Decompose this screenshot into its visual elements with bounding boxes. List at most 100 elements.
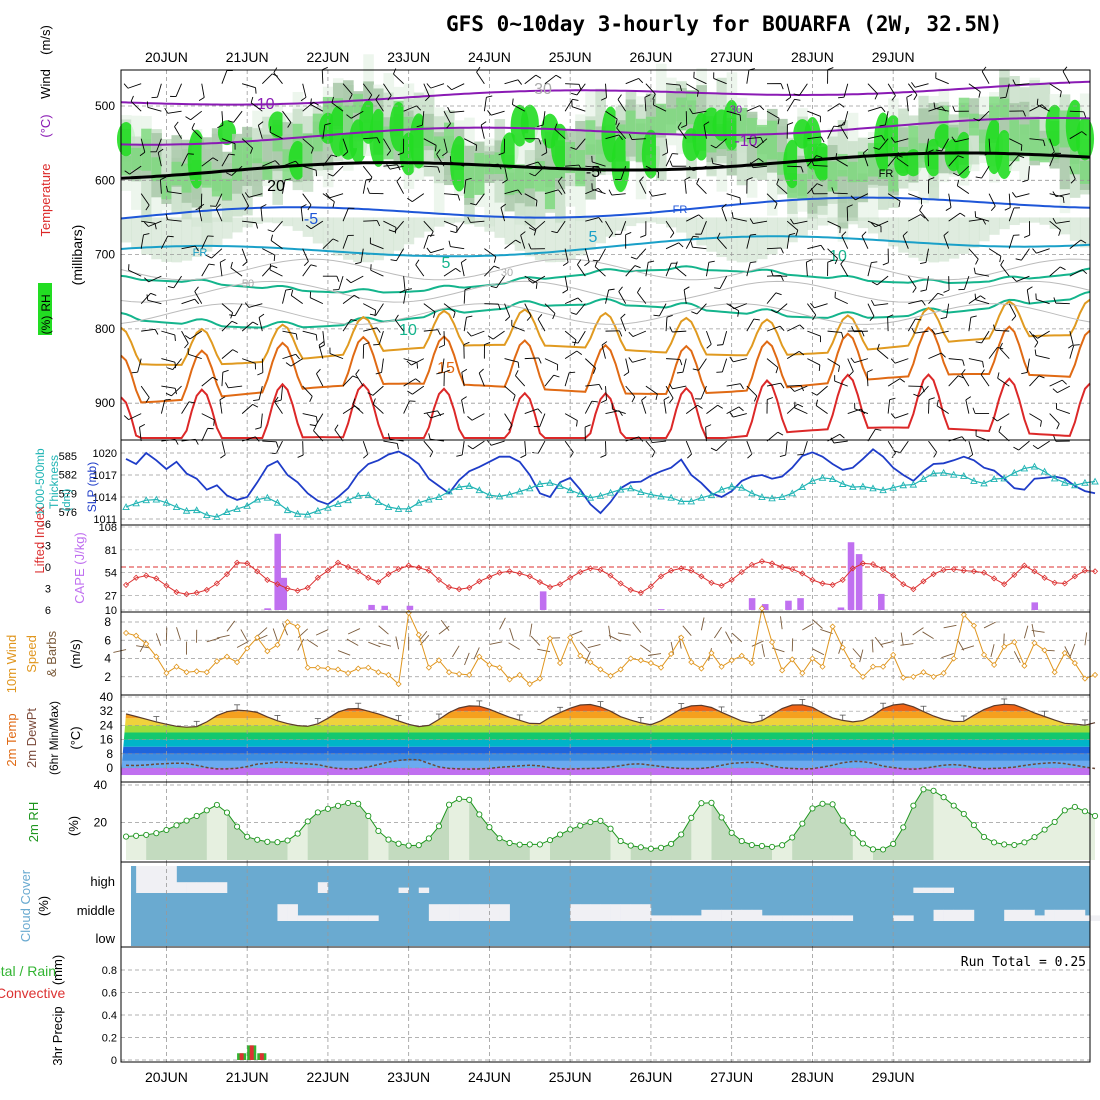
rh-cell (696, 217, 707, 246)
wind-barb (261, 358, 264, 373)
wind-barb (352, 403, 364, 414)
wind-barb (786, 99, 795, 112)
wind-barb-flag (537, 408, 543, 414)
wind-barb (1069, 166, 1076, 180)
rh-marker (950, 802, 957, 809)
wind-barb (592, 188, 606, 195)
wind-barb-flag (517, 189, 523, 196)
wind-barb (659, 303, 667, 317)
contour-label: 15 (437, 360, 455, 377)
wind-barb (394, 319, 404, 332)
wind-barb-flag (527, 279, 534, 284)
cloud-bar (721, 909, 732, 921)
wind-barb-flag (396, 176, 402, 182)
wind-barb (189, 330, 203, 340)
wind-barb (450, 246, 465, 250)
rh-marker (143, 831, 150, 838)
wind-barb (948, 358, 963, 361)
rh-marker (607, 825, 614, 832)
rh-cell (655, 217, 667, 224)
wind-speed-marker (991, 661, 998, 668)
rh-cell (141, 128, 152, 171)
cloud-bar (772, 915, 783, 921)
wind-barb-flag (941, 352, 946, 358)
wind-barb-flag (1023, 234, 1030, 238)
wind-barb-flag (123, 415, 129, 420)
cloud-bar (287, 904, 298, 921)
wind-barb (746, 385, 758, 397)
wind-barb (766, 358, 779, 368)
wind-barb-flag (600, 454, 607, 458)
wind-barb-flag (562, 289, 568, 294)
wind-barb-flag (638, 78, 644, 84)
wind-barb (884, 111, 889, 126)
rh-cell (1069, 217, 1081, 241)
wind-speed-marker (486, 661, 493, 668)
rh-marker (940, 794, 947, 801)
li-marker (456, 586, 463, 593)
wind-barb-flag (309, 424, 316, 427)
wind-barb (815, 405, 828, 414)
thickness-marker (889, 483, 897, 491)
wind-speed-marker (274, 641, 281, 648)
wind-barb-flag (375, 372, 382, 375)
cloud-bar (368, 915, 379, 921)
wind-barb (887, 193, 901, 202)
thickness-marker (364, 491, 373, 499)
wind-barb-flag (711, 157, 714, 164)
wind-barb-flag (840, 259, 845, 265)
wind-barb-flag (558, 176, 563, 182)
rh-cell (676, 97, 687, 131)
wind-barb-flag (578, 164, 583, 171)
rh-cell (1079, 160, 1091, 184)
rh-marker (1081, 808, 1089, 815)
wind-speed-marker (375, 669, 382, 676)
wind-barb (524, 303, 532, 317)
wind-barb (148, 275, 162, 283)
wind-barb-10m (922, 631, 934, 640)
wind-barb-flag (753, 318, 760, 321)
rh-cell (393, 217, 405, 251)
wind-barb (148, 220, 162, 227)
wind-barb-flag (416, 105, 422, 111)
cloud-bar (761, 915, 773, 921)
wind-speed-marker (557, 660, 564, 667)
rh-cell (504, 217, 516, 245)
wind-barb (261, 73, 273, 85)
wind-barb-flag (520, 231, 526, 236)
wind-speed-marker (849, 662, 856, 669)
wind-barb (403, 358, 418, 364)
wind-barb-flag (687, 453, 692, 459)
ylabel-rh-unit: (%) (39, 316, 53, 335)
wind-barb (1049, 83, 1062, 92)
rh-marker (395, 840, 402, 847)
ylabel-rh2m-unit: (%) (66, 816, 81, 836)
wind-barb-flag (396, 443, 399, 450)
thickness-marker (919, 475, 928, 482)
thickness-marker (838, 480, 847, 487)
wind-barb (1069, 110, 1084, 113)
wind-barb-flag (553, 374, 560, 378)
thickness-marker (677, 497, 685, 505)
wind-barb-flag (639, 176, 644, 182)
li-marker (254, 568, 261, 575)
wind-barb (322, 331, 325, 346)
wind-barb-flag (992, 324, 996, 331)
thickness-marker (253, 495, 262, 503)
thickness-marker (546, 478, 554, 486)
wind-barb (241, 83, 256, 89)
cape-bar (837, 607, 845, 610)
wind-barb (504, 189, 519, 195)
rh-marker (617, 838, 624, 845)
date-label-top: 29JUN (872, 49, 915, 65)
cloud-bar (630, 904, 642, 921)
wind-barb-flag (710, 447, 717, 452)
wind-barb-10m (640, 644, 652, 653)
rh-cell (544, 166, 556, 210)
wind-barb (334, 429, 344, 442)
wind-barb-flag (512, 395, 516, 402)
wind-barb-flag (990, 205, 996, 211)
wind-barb (140, 292, 151, 304)
wind-barb (908, 300, 923, 305)
wind-barb-flag (164, 398, 171, 401)
